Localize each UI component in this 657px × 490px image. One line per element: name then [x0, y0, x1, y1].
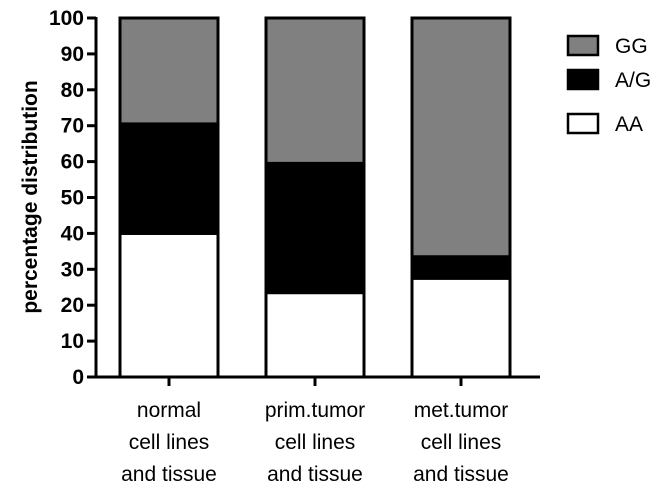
legend-swatch [566, 68, 600, 91]
bar-segment-gg [264, 16, 366, 165]
y-tick-label: 40 [61, 222, 84, 245]
y-tick-label: 50 [61, 187, 84, 210]
x-tick-label-line: cell lines [421, 431, 502, 454]
y-tick-label: 0 [72, 366, 84, 389]
x-tick-label-line: cell lines [129, 431, 210, 454]
y-tick-label: 20 [61, 294, 84, 317]
y-tick-label: 10 [61, 330, 84, 353]
legend-swatch [566, 34, 600, 57]
x-tick-label-line: and tissue [121, 463, 217, 486]
bars [118, 16, 512, 379]
bar-segment-gg [410, 16, 512, 259]
x-tick-label-line: cell lines [275, 431, 356, 454]
y-axis-label: percentage distribution [19, 80, 42, 313]
y-tick-label: 60 [61, 151, 84, 174]
x-tick-label: normal cell lines and tissue [121, 399, 217, 486]
legend-label: A/G [615, 69, 651, 92]
x-axis-labels: normal cell lines and tissue prim.tumor cell… [121, 399, 509, 486]
bar-segment-aa [264, 291, 366, 379]
legend-label: AA [615, 113, 643, 136]
x-tick-label-line: normal [137, 399, 201, 422]
y-tick-label: 90 [61, 43, 84, 66]
legend: GG A/G AA [566, 34, 651, 136]
legend-swatch [566, 112, 600, 135]
bar-segment-aa [410, 276, 512, 379]
y-tick-label: 70 [61, 115, 84, 138]
bar-segment-gg [118, 16, 220, 126]
bar-segment-aa [118, 231, 220, 379]
x-tick-label-line: met.tumor [414, 399, 509, 422]
x-tick-label-line: and tissue [267, 463, 363, 486]
bar-segment-ag [410, 255, 512, 280]
x-tick-label: prim.tumor cell lines and tissue [265, 399, 365, 486]
axes: 0 10 20 30 40 50 60 70 80 90 100 [49, 7, 540, 389]
x-tick-label: met.tumor cell lines and tissue [413, 399, 509, 486]
x-tick-label-line: and tissue [413, 463, 509, 486]
bar-segment-ag [264, 161, 366, 295]
y-tick-label: 80 [61, 79, 84, 102]
bar-segment-ag [118, 122, 220, 235]
legend-label: GG [615, 35, 648, 58]
y-tick-label: 30 [61, 258, 84, 281]
x-tick-label-line: prim.tumor [265, 399, 365, 422]
y-tick-label: 100 [49, 7, 84, 30]
